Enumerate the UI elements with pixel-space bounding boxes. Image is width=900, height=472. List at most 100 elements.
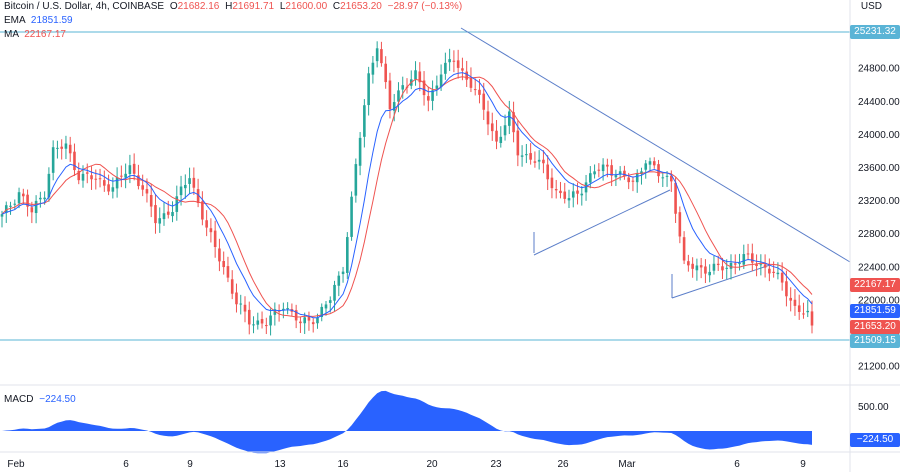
candle-body [380, 49, 383, 64]
candle-body [597, 169, 601, 171]
candles [0, 41, 814, 336]
level-top-tag: 25231.32 [850, 25, 900, 39]
candle-body [124, 173, 127, 178]
candle-body [269, 315, 272, 326]
candle-body [188, 178, 191, 184]
candle-body [162, 213, 166, 220]
candle-body [576, 190, 579, 194]
candle-body [571, 191, 575, 198]
candle-body [222, 261, 225, 268]
candle-body [797, 305, 801, 312]
candle-body [111, 187, 115, 192]
candle-body [751, 253, 754, 263]
x-tick-label: Feb [7, 459, 25, 470]
candle-body [239, 303, 243, 305]
x-tick-label: 23 [490, 459, 502, 470]
candle-body [324, 304, 328, 309]
candle-body [674, 182, 677, 214]
candle-body [64, 143, 68, 149]
macd-histogram [2, 390, 812, 454]
ema-legend[interactable]: EMA 21851.59 [4, 15, 73, 26]
horizontal-levels [0, 31, 850, 341]
candle-body [554, 188, 558, 191]
macd-area [2, 390, 812, 454]
candle-body [427, 96, 430, 101]
y-tick-label: 24400.00 [858, 97, 900, 108]
candle-body [235, 292, 238, 305]
candle-body [652, 161, 656, 166]
candle-body [282, 308, 285, 311]
candle-body [307, 316, 311, 321]
symbol-header: Bitcoin / U.S. Dollar, 4h, COINBASE O216… [4, 1, 462, 12]
candle-body [657, 164, 660, 177]
candle-body [166, 211, 170, 215]
candle-body [115, 177, 119, 189]
candle-body [341, 271, 345, 275]
candle-body [209, 228, 213, 233]
candle-body [294, 310, 298, 321]
candle-body [358, 137, 362, 166]
candle-body [316, 317, 319, 324]
candle-body [495, 130, 498, 142]
open-label: O [169, 1, 178, 12]
descending-trendline [460, 27, 851, 263]
candle-body [704, 266, 707, 274]
candle-body [725, 267, 729, 269]
candle-body [678, 212, 682, 237]
ma-legend[interactable]: MA 22167.17 [4, 29, 66, 40]
candle-body [422, 80, 426, 96]
candle-body [712, 263, 716, 271]
candle-body [610, 165, 613, 176]
candle-body [682, 237, 686, 261]
candle-body [763, 264, 767, 268]
y-tick-label: 22000.00 [858, 295, 900, 306]
level-bottom-tag: 21509.15 [850, 334, 900, 348]
candle-body [490, 123, 494, 132]
candle-body [81, 173, 85, 181]
candle-body [149, 195, 153, 207]
candle-body [721, 266, 724, 271]
candle-body [469, 78, 473, 88]
candle-body [120, 175, 123, 177]
candle-body [708, 271, 711, 276]
candle-body [473, 89, 477, 91]
candle-body [128, 165, 132, 175]
macd-legend[interactable]: MACD −224.50 [4, 394, 76, 405]
y-tick-label: 21200.00 [858, 362, 900, 373]
ma-tag: 22167.17 [850, 278, 900, 292]
candle-body [26, 194, 29, 207]
high-value: 21691.71 [232, 1, 275, 12]
candle-body [768, 268, 771, 274]
candle-body [486, 111, 490, 125]
ema-value: 21851.59 [30, 15, 73, 26]
candle-body [746, 253, 750, 255]
lower-triangle-line [671, 264, 771, 299]
candle-body [333, 284, 336, 301]
candle-body [542, 159, 545, 164]
trendlines [460, 27, 851, 299]
candle-body [529, 153, 532, 160]
candle-body [179, 186, 183, 196]
candle-body [435, 85, 439, 89]
candle-body [34, 200, 38, 214]
candle-body [618, 171, 622, 175]
candle-body [311, 322, 315, 325]
candle-body [456, 60, 460, 68]
candle-body [243, 304, 247, 312]
ma-line [1, 76, 813, 318]
candle-body [499, 136, 503, 144]
candle-body [537, 159, 541, 162]
candle-body [418, 71, 422, 83]
close-label: C [332, 1, 341, 12]
candle-body [94, 178, 98, 180]
candle-body [614, 175, 618, 178]
candle-body [205, 220, 208, 228]
candle-body [273, 309, 277, 315]
x-tick-label: Mar [618, 459, 636, 470]
candle-body [452, 60, 456, 62]
candle-body [780, 272, 784, 283]
candle-body [533, 161, 537, 163]
candle-body [802, 313, 805, 315]
candle-body [670, 175, 673, 182]
